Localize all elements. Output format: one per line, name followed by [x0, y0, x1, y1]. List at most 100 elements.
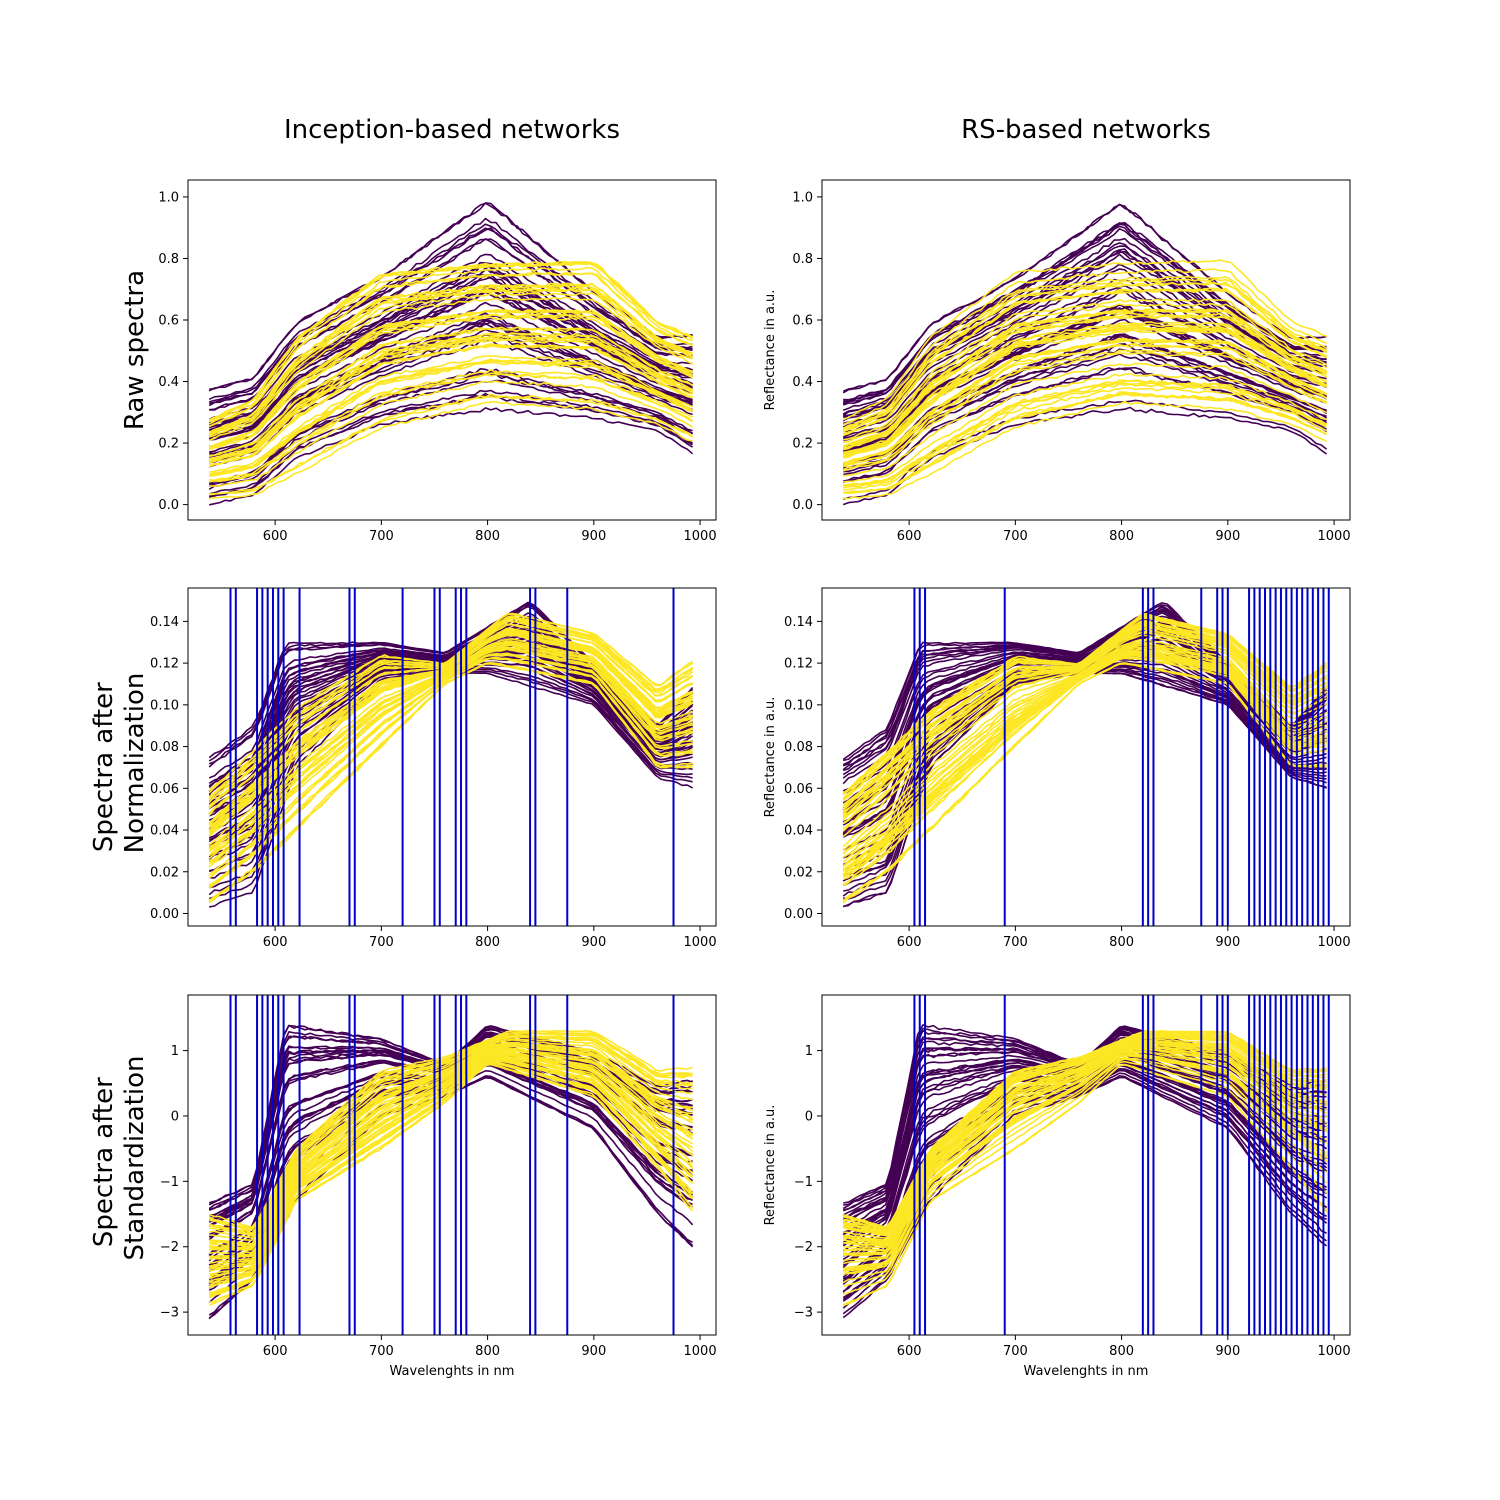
spectrum-line-yellow — [843, 1034, 1327, 1235]
x-tick-label: 1000 — [684, 935, 717, 950]
spectrum-line-yellow — [208, 260, 693, 421]
spectrum-line-yellow — [843, 387, 1327, 491]
spectrum-line-yellow — [208, 345, 693, 468]
y-tick-label: 0.12 — [150, 657, 179, 672]
x-tick-label: 1000 — [1318, 529, 1351, 544]
x-tick-label: 900 — [1215, 935, 1240, 950]
spectrum-line-yellow — [843, 302, 1328, 444]
spectrum-line-yellow — [208, 316, 693, 451]
y-tick-label: −1 — [160, 1175, 179, 1190]
spectrum-line-yellow — [208, 657, 693, 888]
spectrum-line-yellow — [208, 335, 693, 463]
y-tick-label: −3 — [160, 1306, 179, 1321]
panel-raw-rs-frame — [821, 179, 1351, 521]
x-tick-label: 1000 — [684, 529, 717, 544]
panel-raw-inception-frame — [187, 179, 717, 521]
x-axis-label: Wavelenghts in nm — [1024, 1364, 1149, 1379]
spectrum-line-yellow — [209, 401, 693, 500]
spectrum-line-yellow — [843, 400, 1327, 500]
spectrum-line-yellow — [209, 1047, 694, 1255]
spectrum-line-yellow — [208, 643, 693, 857]
spectrum-line-yellow — [209, 1060, 694, 1294]
spectrum-line-yellow — [209, 327, 693, 458]
spectrum-line-yellow — [209, 1039, 693, 1241]
spectrum-line-yellow — [842, 349, 1327, 471]
y-tick-label: 0.0 — [792, 498, 813, 513]
y-tick-label: −1 — [794, 1175, 813, 1190]
spectrum-line-yellow — [843, 298, 1327, 441]
spectrum-line-yellow — [209, 1053, 694, 1272]
panel-raw-inception-plot-area — [208, 202, 694, 506]
y-tick-label: 0.02 — [784, 865, 813, 880]
row-title-raw: Raw spectra — [120, 270, 150, 430]
y-tick-label: 0.6 — [158, 314, 179, 329]
spectrum-line-yellow — [843, 314, 1328, 451]
row-title-standardization: Spectra after Standardization — [89, 1056, 150, 1261]
spectrum-line-yellow — [209, 1043, 693, 1248]
spectrum-line-purple — [209, 407, 694, 506]
x-tick-label: 800 — [475, 935, 500, 950]
spectrum-line-yellow — [842, 276, 1328, 429]
spectrum-line-purple — [208, 287, 693, 440]
spectrum-line-yellow — [842, 344, 1327, 468]
spectrum-line-yellow — [843, 337, 1328, 464]
spectrum-line-yellow — [208, 271, 694, 428]
panel-raw-rs: 600 700 800 900 1000 0.0 0.2 0.4 0.6 0.8 1.0 Reflec… — [763, 179, 1351, 544]
x-tick-label: 800 — [1109, 1344, 1134, 1359]
spectrum-line-yellow — [842, 268, 1327, 426]
spectrum-line-yellow — [842, 638, 1327, 848]
spectrum-line-yellow — [209, 355, 693, 473]
spectrum-line-yellow — [209, 1054, 694, 1275]
y-tick-label: 0.00 — [150, 907, 179, 922]
row-title-normalization-line-1: Spectra after — [89, 682, 119, 852]
y-tick-label: 0 — [805, 1109, 813, 1124]
y-tick-label: 1 — [805, 1044, 813, 1059]
x-tick-label: 800 — [475, 529, 500, 544]
y-tick-label: −2 — [160, 1240, 179, 1255]
x-tick-label: 800 — [1109, 935, 1134, 950]
y-tick-label: 1.0 — [792, 190, 813, 205]
spectrum-line-purple — [843, 278, 1327, 433]
row-title-normalization-line-2: Normalization — [120, 673, 150, 854]
spectrum-line-yellow — [208, 652, 693, 876]
spectrum-line-yellow — [842, 1056, 1328, 1284]
spectrum-line-yellow — [208, 1058, 693, 1289]
row-title-standardization-line-2: Standardization — [120, 1056, 150, 1261]
y-axis-label: Reflectance in a.u. — [763, 697, 778, 818]
spectrum-line-purple — [842, 225, 1327, 405]
panel-raw-inception: 600 700 800 900 1000 0.0 0.2 0.4 0.6 0.8 1.0 — [158, 179, 717, 544]
spectrum-line-yellow — [843, 362, 1327, 477]
spectrum-line-yellow — [843, 379, 1327, 487]
panels: 600 700 800 900 1000 0.0 0.2 0.4 0.6 0.8 1.0 600 700… — [150, 179, 1351, 1379]
spectrum-line-purple — [209, 202, 693, 390]
spectrum-line-yellow — [843, 1045, 1328, 1251]
x-tick-label: 1000 — [684, 1344, 717, 1359]
y-tick-label: 0.12 — [784, 657, 813, 672]
panel-std-inception-frame — [187, 994, 717, 1336]
spectrum-line-yellow — [208, 1029, 693, 1228]
spectrum-line-purple — [208, 621, 694, 795]
panel-std-inception-plot-area — [208, 995, 694, 1335]
y-tick-label: 0.10 — [784, 698, 813, 713]
row-title-normalization: Spectra after Normalization — [89, 673, 150, 854]
spectrum-line-yellow — [208, 266, 693, 425]
x-tick-label: 700 — [369, 1344, 394, 1359]
x-tick-label: 700 — [369, 529, 394, 544]
panel-norm-inception: 600 700 800 900 1000 0.00 0.02 0.04 0.06 0.08 0.10… — [150, 587, 717, 950]
spectrum-line-yellow — [208, 640, 693, 850]
row-title-raw-line-1: Raw spectra — [120, 270, 150, 430]
spectrum-line-yellow — [209, 1048, 694, 1259]
panel-norm-rs: 600 700 800 900 1000 0.00 0.02 0.04 0.06 0.08 0.10… — [763, 587, 1351, 950]
x-tick-label: 600 — [263, 935, 288, 950]
panel-norm-inception-plot-area — [208, 588, 694, 926]
spectrum-line-yellow — [842, 308, 1327, 448]
spectrum-line-yellow — [842, 312, 1327, 450]
y-tick-label: 0.8 — [158, 252, 179, 267]
spectrum-line-yellow — [208, 282, 693, 434]
y-tick-label: 0.10 — [150, 698, 179, 713]
x-tick-label: 600 — [263, 1344, 288, 1359]
x-tick-label: 600 — [897, 935, 922, 950]
y-tick-label: −3 — [794, 1306, 813, 1321]
spectrum-line-yellow — [208, 620, 694, 809]
spectrum-line-purple — [208, 630, 694, 810]
